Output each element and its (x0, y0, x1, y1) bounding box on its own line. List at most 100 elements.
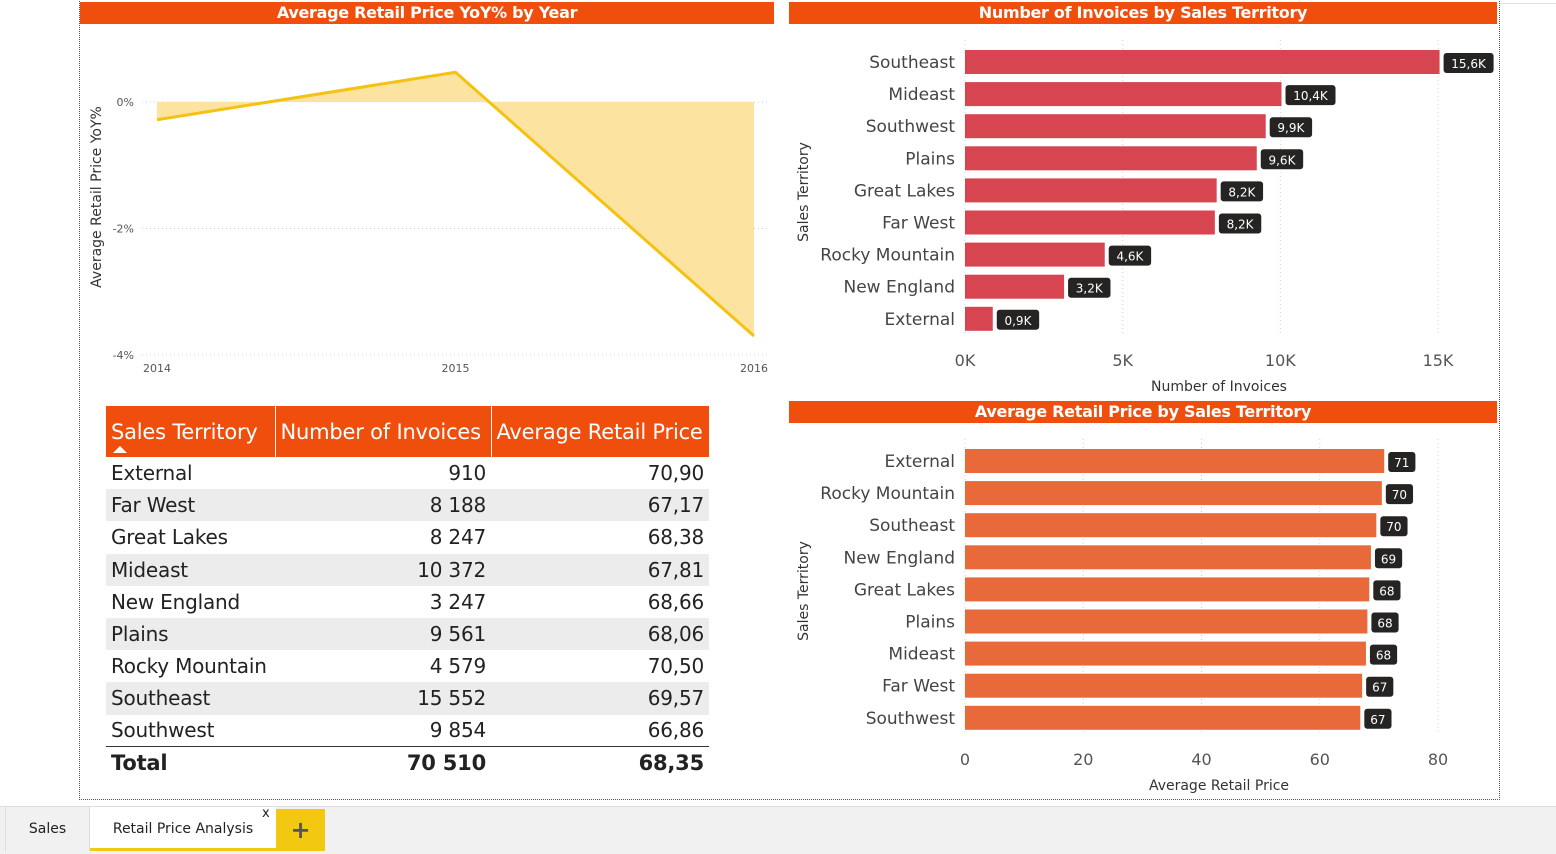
bar-data-label-bg (1388, 452, 1416, 472)
bar-data-label: 70 (1386, 520, 1401, 534)
bar-data-label: 68 (1379, 584, 1394, 598)
bar-data-label-bg (1366, 676, 1394, 697)
cell-invoices: 9 854 (275, 714, 491, 748)
bar-x-tick-label: 60 (1310, 750, 1330, 769)
bar-mark (965, 577, 1370, 602)
bar-data-label-bg (1373, 580, 1401, 601)
bar-data-label: 9,6K (1268, 153, 1296, 167)
territory-matrix-table[interactable]: Sales Territory Number of Invoices Avera… (106, 406, 709, 780)
cell-avg-price: 68,66 (647, 589, 704, 614)
bar-data-label: 71 (1394, 456, 1409, 470)
bar-data-label: 0,9K (1004, 314, 1032, 328)
cell-invoices: 15 552 (275, 682, 491, 715)
header-average-retail-price[interactable]: Average Retail Price (491, 406, 709, 457)
sort-ascending-icon[interactable] (113, 446, 127, 453)
page-tab-bar: Sales Retail Price Analysis x + (0, 806, 1556, 854)
tab-sales[interactable]: Sales (5, 807, 90, 851)
bar-mark (965, 146, 1257, 171)
bar-category-label: External (884, 452, 955, 472)
bar-data-label: 68 (1377, 617, 1392, 631)
bar-x-tick-label: 0 (960, 750, 970, 769)
bar-mark (965, 609, 1368, 634)
bar-x-tick-label: 15K (1423, 351, 1454, 370)
tab-retail-price-analysis-label: Retail Price Analysis (112, 821, 254, 837)
bar-category-label: New England (844, 548, 956, 568)
bar-x-axis-title: Average Retail Price (1149, 778, 1289, 794)
invoices-bar-chart[interactable]: 0K 5K 10K 15K Southeast 15,6K Mideast 10,4K Sout… (789, 24, 1497, 400)
bar-data-label: 69 (1381, 552, 1396, 566)
bar-category-label: Plains (905, 149, 955, 169)
close-tab-icon[interactable]: x (262, 806, 270, 821)
cell-avg-price: 69,57 (491, 682, 709, 715)
bar-x-axis-title: Number of Invoices (1151, 379, 1287, 395)
table-row[interactable]: Southeast 15 552 69,57 (106, 682, 709, 715)
cell-territory: Southwest (106, 714, 275, 748)
bar-x-tick-label: 20 (1073, 750, 1093, 769)
cell-invoices: 8 188 (275, 489, 491, 522)
bar-category-label: Southeast (869, 53, 955, 73)
cell-territory: New England (111, 589, 240, 614)
yoy-area-chart[interactable]: 0% -2% -4% 2014 2015 2016 Average Retail Price… (80, 24, 780, 384)
table-row[interactable]: New England 3 247 68,66 (106, 586, 709, 618)
table-row[interactable]: Far West 8 188 67,17 (106, 489, 709, 522)
bar-mark (965, 449, 1385, 473)
bar-category-label: Far West (882, 214, 955, 234)
table-row[interactable]: Great Lakes 8 247 68,38 (106, 521, 709, 553)
bar-category-label: Southwest (866, 117, 956, 137)
table-row[interactable]: External 910 70,90 (106, 457, 709, 489)
bar-data-label-bg (1269, 117, 1313, 138)
yoy-y-tick-label: -2% (113, 223, 134, 236)
bar-category-label: Rocky Mountain (820, 246, 955, 266)
bar-category-label: Southwest (866, 709, 956, 729)
bar-data-label: 3,2K (1076, 282, 1104, 296)
report-page-frame (79, 0, 1500, 800)
bar-data-label-bg (1285, 85, 1336, 106)
bar-data-label: 4,6K (1116, 250, 1144, 264)
bar-mark (965, 50, 1440, 74)
bar-data-label: 10,4K (1293, 89, 1329, 103)
bar-category-label: Rocky Mountain (820, 484, 955, 504)
bar-x-tick-label: 0K (955, 351, 976, 370)
bar-x-tick-label: 80 (1428, 750, 1448, 769)
cell-avg-price: 66,86 (491, 714, 709, 748)
header-number-of-invoices[interactable]: Number of Invoices (275, 406, 492, 457)
bar-mark (965, 210, 1215, 235)
cell-territory: Southeast (106, 682, 275, 715)
yoy-x-tick-label: 2014 (143, 362, 171, 375)
add-page-button[interactable]: + (276, 809, 325, 851)
bar-y-axis-title: Sales Territory (796, 541, 812, 641)
yoy-y-tick-label: 0% (117, 96, 134, 109)
header-sales-territory[interactable]: Sales Territory (106, 406, 276, 457)
bar-data-label-bg (1364, 708, 1392, 729)
bar-x-tick-label: 40 (1191, 750, 1211, 769)
yoy-area (157, 72, 754, 337)
table-row[interactable]: Plains 9 561 68,06 (106, 617, 709, 651)
cell-avg-price: 70,50 (647, 654, 704, 679)
bar-data-label: 9,9K (1277, 121, 1305, 135)
table-row[interactable]: Southwest 9 854 66,86 (106, 714, 709, 748)
bar-mark (965, 114, 1266, 139)
bar-data-label-bg (1218, 213, 1262, 234)
cell-avg-price: 67,81 (491, 553, 709, 586)
bar-mark (965, 545, 1371, 570)
bar-mark (965, 82, 1282, 107)
yoy-chart-title: Average Retail Price YoY% by Year (80, 2, 774, 24)
table-row[interactable]: Mideast 10 372 67,81 (106, 553, 709, 586)
yoy-x-tick-label: 2015 (442, 362, 470, 375)
bar-data-label: 15,6K (1451, 57, 1487, 71)
cell-invoices: 910 (448, 461, 486, 486)
bar-category-label: New England (844, 278, 956, 298)
bar-data-label: 70 (1392, 488, 1407, 502)
bar-mark (965, 481, 1382, 506)
yoy-y-tick-label: -4% (113, 349, 134, 362)
price-chart-title: Average Retail Price by Sales Territory (789, 401, 1497, 423)
price-bar-chart[interactable]: 0 20 40 60 80 External 71 Rocky Mountain 70 South… (789, 423, 1497, 799)
bar-data-label-bg (1260, 149, 1304, 170)
tab-retail-price-analysis[interactable]: Retail Price Analysis (90, 807, 276, 851)
cell-invoices: 8 247 (429, 525, 486, 550)
bar-category-label: External (884, 310, 955, 330)
total-invoices: 70 510 (275, 746, 491, 780)
yoy-x-tick-label: 2016 (740, 362, 768, 375)
table-row[interactable]: Rocky Mountain 4 579 70,50 (106, 650, 709, 682)
